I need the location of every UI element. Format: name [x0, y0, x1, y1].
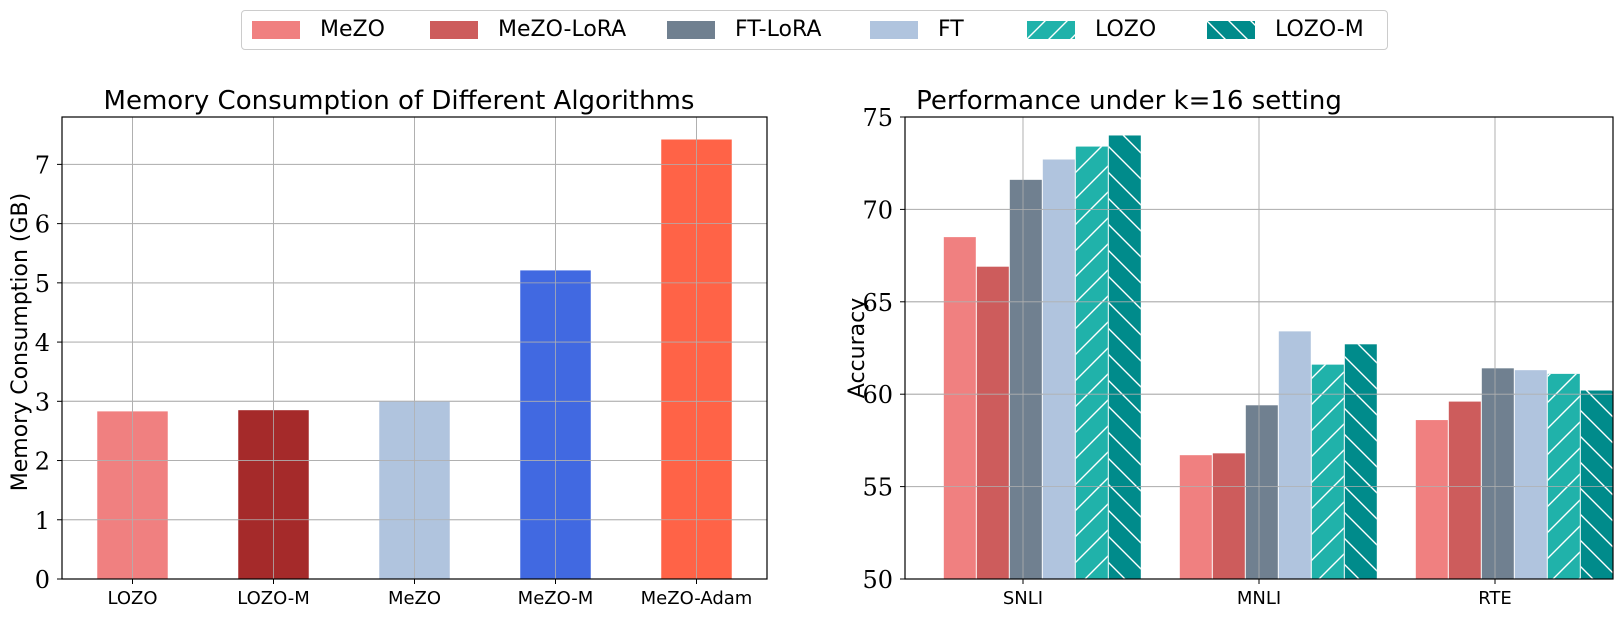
memory-y-tick-label: 3: [35, 388, 50, 416]
memory-chart-ylabel: Memory Consumption (GB): [8, 193, 33, 491]
legend-label: FT-LoRA: [735, 17, 822, 42]
legend-label: MeZO: [320, 17, 385, 42]
accuracy-bar-rte-mezo: [1415, 420, 1448, 579]
accuracy-bar-snli-mezo-lora: [976, 266, 1009, 579]
accuracy-y-tick-label: 75: [862, 104, 893, 132]
memory-y-tick-label: 6: [35, 211, 50, 239]
memory-chart-x-ticks: LOZO LOZO-M MeZO MeZO-M MeZO-Adam: [107, 579, 752, 609]
memory-y-tick-label: 7: [35, 151, 50, 179]
accuracy-bar-snli-mezo: [943, 237, 976, 579]
accuracy-x-tick-label: MNLI: [1237, 588, 1281, 609]
memory-y-tick-label: 4: [35, 329, 50, 357]
accuracy-chart-bars: [905, 116, 1613, 580]
legend-label: MeZO-LoRA: [498, 17, 627, 42]
accuracy-y-tick-label: 70: [862, 196, 893, 224]
accuracy-y-tick-label: 55: [862, 474, 893, 502]
legend-swatch: [1207, 21, 1255, 39]
accuracy-bar-mnli-mezo-lora: [1212, 453, 1245, 579]
memory-x-tick-label: MeZO-Adam: [641, 588, 753, 609]
legend-swatch: [1027, 21, 1075, 39]
memory-x-tick-label: LOZO: [107, 588, 157, 609]
accuracy-x-tick-label: RTE: [1478, 588, 1512, 609]
accuracy-bar-hatch: [1547, 373, 1580, 579]
accuracy-bar-rte-ft-lora: [1481, 368, 1514, 579]
accuracy-bar-snli-ft-lora: [1009, 179, 1042, 579]
legend-label: LOZO-M: [1275, 17, 1364, 42]
accuracy-chart-frame: [904, 116, 1614, 580]
accuracy-bar-mnli-mezo: [1179, 455, 1212, 579]
accuracy-chart-title: Performance under k=16 setting: [916, 86, 1342, 116]
accuracy-bar-snli-ft: [1042, 159, 1075, 579]
accuracy-y-tick-label: 60: [862, 381, 893, 409]
memory-x-tick-label: LOZO-M: [237, 588, 310, 609]
accuracy-bar-rte-ft: [1514, 370, 1547, 579]
accuracy-chart-ylabel: Accuracy: [845, 298, 870, 398]
accuracy-bar-rte-mezo-lora: [1448, 401, 1481, 579]
accuracy-chart-y-ticks: 50 55 60 65 70 75: [862, 104, 905, 594]
legend-swatch: [430, 21, 478, 39]
memory-chart-bars: [62, 117, 767, 580]
memory-chart: Memory Consumption of Different Algorith…: [8, 86, 768, 609]
accuracy-y-tick-label: 65: [862, 289, 893, 317]
accuracy-bar-mnli-ft: [1278, 331, 1311, 579]
memory-y-tick-label: 0: [35, 566, 50, 594]
memory-chart-y-ticks: 0 1 2 3 4 5 6 7: [35, 151, 62, 594]
legend: MeZO MeZO-LoRA FT-LoRA FT LOZO LOZO-M: [241, 10, 1388, 50]
memory-y-tick-label: 1: [35, 507, 50, 535]
legend-swatch: [667, 21, 715, 39]
accuracy-bar-mnli-ft-lora: [1245, 405, 1278, 579]
legend-label: LOZO: [1095, 17, 1157, 42]
legend-label: FT: [938, 17, 964, 42]
legend-swatch: [252, 21, 300, 39]
accuracy-chart-x-ticks: SNLI MNLI RTE: [1003, 579, 1512, 609]
accuracy-x-tick-label: SNLI: [1003, 588, 1043, 609]
accuracy-bar-hatch: [1344, 344, 1377, 579]
memory-y-tick-label: 2: [35, 448, 50, 476]
memory-y-tick-label: 5: [35, 270, 50, 298]
accuracy-y-tick-label: 50: [862, 566, 893, 594]
legend-swatch: [870, 21, 918, 39]
accuracy-chart: Performance under k=16 setting Accuracy …: [845, 86, 1614, 609]
memory-chart-title: Memory Consumption of Different Algorith…: [104, 86, 695, 116]
accuracy-bar-hatch: [1580, 390, 1613, 579]
memory-chart-frame: [61, 116, 768, 580]
accuracy-bar-hatch: [1311, 364, 1344, 579]
accuracy-bar-hatch: [1108, 135, 1141, 580]
memory-x-tick-label: MeZO-M: [518, 588, 594, 609]
accuracy-bar-hatch: [1075, 146, 1108, 579]
memory-x-tick-label: MeZO: [388, 588, 441, 609]
